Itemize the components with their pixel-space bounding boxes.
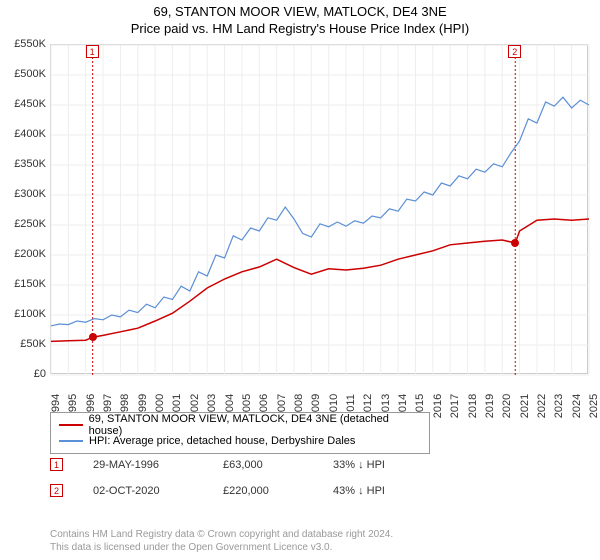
y-tick-label: £500K <box>2 68 46 80</box>
chart-title: 69, STANTON MOOR VIEW, MATLOCK, DE4 3NE <box>0 0 600 19</box>
attribution-line-2: This data is licensed under the Open Gov… <box>50 541 570 554</box>
chart-subtitle: Price paid vs. HM Land Registry's House … <box>0 19 600 42</box>
y-tick-label: £200K <box>2 248 46 260</box>
legend-label: 69, STANTON MOOR VIEW, MATLOCK, DE4 3NE … <box>89 413 421 437</box>
sale-record-row: 1 29-MAY-1996 £63,000 33% ↓ HPI <box>50 458 385 471</box>
y-tick-label: £300K <box>2 188 46 200</box>
sale-price: £220,000 <box>223 485 303 497</box>
y-tick-label: £0 <box>2 368 46 380</box>
x-tick-label: 2024 <box>571 394 583 418</box>
legend-swatch <box>59 424 83 426</box>
x-tick-label: 2023 <box>553 394 565 418</box>
y-tick-label: £250K <box>2 218 46 230</box>
sale-marker-badge: 2 <box>508 45 521 58</box>
sale-point-marker <box>89 333 97 341</box>
y-tick-label: £100K <box>2 308 46 320</box>
sale-record-badge: 1 <box>50 458 63 471</box>
sale-point-marker <box>511 239 519 247</box>
x-tick-label: 2021 <box>519 394 531 418</box>
sale-date: 29-MAY-1996 <box>93 459 193 471</box>
x-tick-label: 2018 <box>467 394 479 418</box>
sale-price: £63,000 <box>223 459 303 471</box>
legend-row: 69, STANTON MOOR VIEW, MATLOCK, DE4 3NE … <box>59 417 421 433</box>
sale-record-row: 2 02-OCT-2020 £220,000 43% ↓ HPI <box>50 484 385 497</box>
sale-marker-badge: 1 <box>86 45 99 58</box>
plot-area: 12 <box>50 44 588 374</box>
legend: 69, STANTON MOOR VIEW, MATLOCK, DE4 3NE … <box>50 412 430 454</box>
chart-container: 69, STANTON MOOR VIEW, MATLOCK, DE4 3NE … <box>0 0 600 560</box>
sale-record-badge: 2 <box>50 484 63 497</box>
sale-date: 02-OCT-2020 <box>93 485 193 497</box>
y-tick-label: £50K <box>2 338 46 350</box>
x-tick-label: 2022 <box>536 394 548 418</box>
x-tick-label: 2016 <box>432 394 444 418</box>
legend-swatch <box>59 440 83 442</box>
x-tick-label: 2017 <box>449 394 461 418</box>
sale-delta: 43% ↓ HPI <box>333 485 385 497</box>
sale-delta: 33% ↓ HPI <box>333 459 385 471</box>
y-tick-label: £350K <box>2 158 46 170</box>
y-tick-label: £450K <box>2 98 46 110</box>
x-tick-label: 2019 <box>484 394 496 418</box>
x-tick-label: 2025 <box>588 394 600 418</box>
y-tick-label: £400K <box>2 128 46 140</box>
legend-label: HPI: Average price, detached house, Derb… <box>89 435 355 447</box>
y-tick-label: £150K <box>2 278 46 290</box>
attribution-line-1: Contains HM Land Registry data © Crown c… <box>50 528 570 541</box>
x-tick-label: 2020 <box>501 394 513 418</box>
y-tick-label: £550K <box>2 38 46 50</box>
attribution: Contains HM Land Registry data © Crown c… <box>50 528 570 554</box>
line-series <box>51 45 589 375</box>
